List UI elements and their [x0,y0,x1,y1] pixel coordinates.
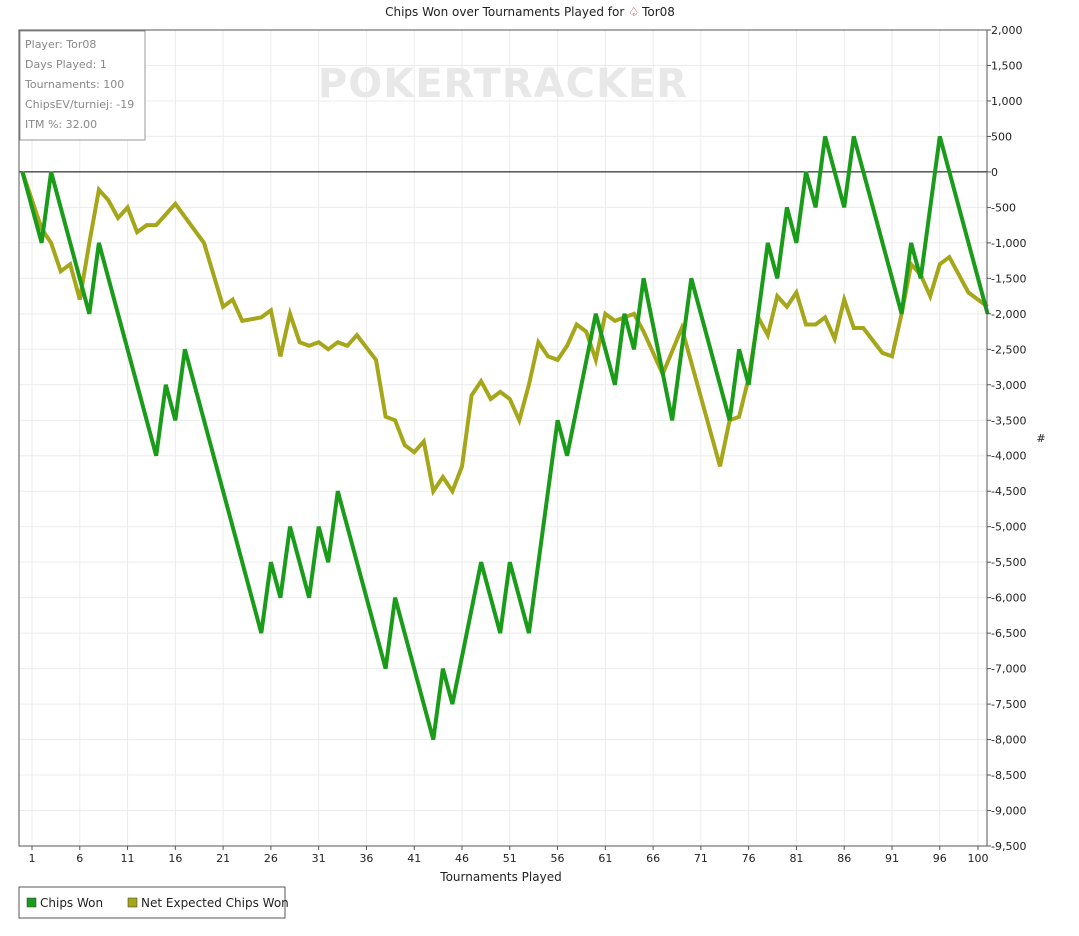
x-tick-label: 46 [455,852,469,865]
watermark: POKERTRACKER [318,61,688,107]
info-tournaments: Tournaments: 100 [24,78,124,91]
x-tick-label: 66 [646,852,660,865]
y-tick-label: 500 [991,130,1012,143]
x-tick-label: 76 [742,852,756,865]
y-tick-label: 2,000 [991,24,1023,37]
x-tick-label: 31 [312,852,326,865]
y-tick-label: -2,500 [991,343,1026,356]
x-tick-label: 6 [76,852,83,865]
y-tick-label: -6,500 [991,627,1026,640]
legend-swatch-net-expected [127,897,138,908]
legend-label-chips-won: Chips Won [40,896,103,910]
x-axis-label: Tournaments Played [439,870,561,884]
x-axis: 1 6 11 16 21 26 31 36 41 46 51 56 61 66 71 76 81 86 91 96 10… [29,846,989,865]
y-tick-label: -9,000 [991,805,1026,818]
y-axis: -9,500 -9,000 -8,500 -8,000 -7,500 -7,000 -6,5… [987,24,1026,853]
x-tick-label: 56 [551,852,565,865]
y-tick-label: -2,000 [991,308,1026,321]
info-player: Player: Tor08 [25,38,96,51]
info-itm: ITM %: 32.00 [25,118,97,131]
info-box-frame [19,30,146,141]
y-tick-label: 1,500 [991,59,1023,72]
legend: Chips Won Net Expected Chips Won [18,886,289,919]
y-tick-label: -3,000 [991,379,1026,392]
chart-title-player: Tor08 [641,5,675,19]
y-tick-label: 0 [991,166,998,179]
x-tick-label: 81 [789,852,803,865]
legend-swatch-chips-won [26,897,37,908]
y-tick-label: -1,500 [991,272,1026,285]
x-tick-label: 51 [503,852,517,865]
series-layer [20,135,990,741]
x-tick-label: 61 [598,852,612,865]
y-tick-label: -1,000 [991,237,1026,250]
y-tick-label: -3,500 [991,414,1026,427]
y-tick-label: -5,500 [991,556,1026,569]
x-tick-label: 100 [968,852,989,865]
y-tick-label: 1,000 [991,95,1023,108]
x-tick-label: 86 [837,852,851,865]
x-tick-label: 11 [121,852,135,865]
chart-title-text: Chips Won over Tournaments Played for [385,5,624,19]
y-tick-label: -6,000 [991,592,1026,605]
plot-area [19,30,987,846]
y-tick-label: -4,500 [991,485,1026,498]
y-tick-label: -9,500 [991,840,1026,853]
info-days-played: Days Played: 1 [25,58,107,71]
x-tick-label: 21 [216,852,230,865]
y-tick-label: -7,500 [991,698,1026,711]
grid-lines [19,29,987,847]
legend-frame [18,886,286,919]
y-tick-label: -5,000 [991,521,1026,534]
x-tick-label: 96 [933,852,947,865]
series-line-chips-won [20,135,990,741]
x-tick-label: 16 [168,852,182,865]
plot-border [18,29,988,847]
chart-title: Chips Won over Tournaments Played for ♤ To… [385,5,675,19]
x-tick-label: 26 [264,852,278,865]
y-tick-label: -4,000 [991,450,1026,463]
player-icon: ♤ [628,5,639,19]
y-tick-label: -8,500 [991,769,1026,782]
y-tick-label: -500 [991,201,1016,214]
series-line-net-expected-chips-won [20,171,989,497]
x-tick-label: 71 [694,852,708,865]
y-axis-label: # [1036,432,1045,445]
x-tick-label: 41 [407,852,421,865]
y-tick-label: -8,000 [991,734,1026,747]
y-tick-label: -7,000 [991,663,1026,676]
x-tick-label: 91 [885,852,899,865]
x-tick-label: 36 [359,852,373,865]
x-tick-label: 1 [29,852,36,865]
legend-label-net-expected: Net Expected Chips Won [141,896,289,910]
info-box: Player: Tor08 Days Played: 1 Tournaments… [19,30,146,141]
info-chips-ev: ChipsEV/turniej: -19 [25,98,134,111]
